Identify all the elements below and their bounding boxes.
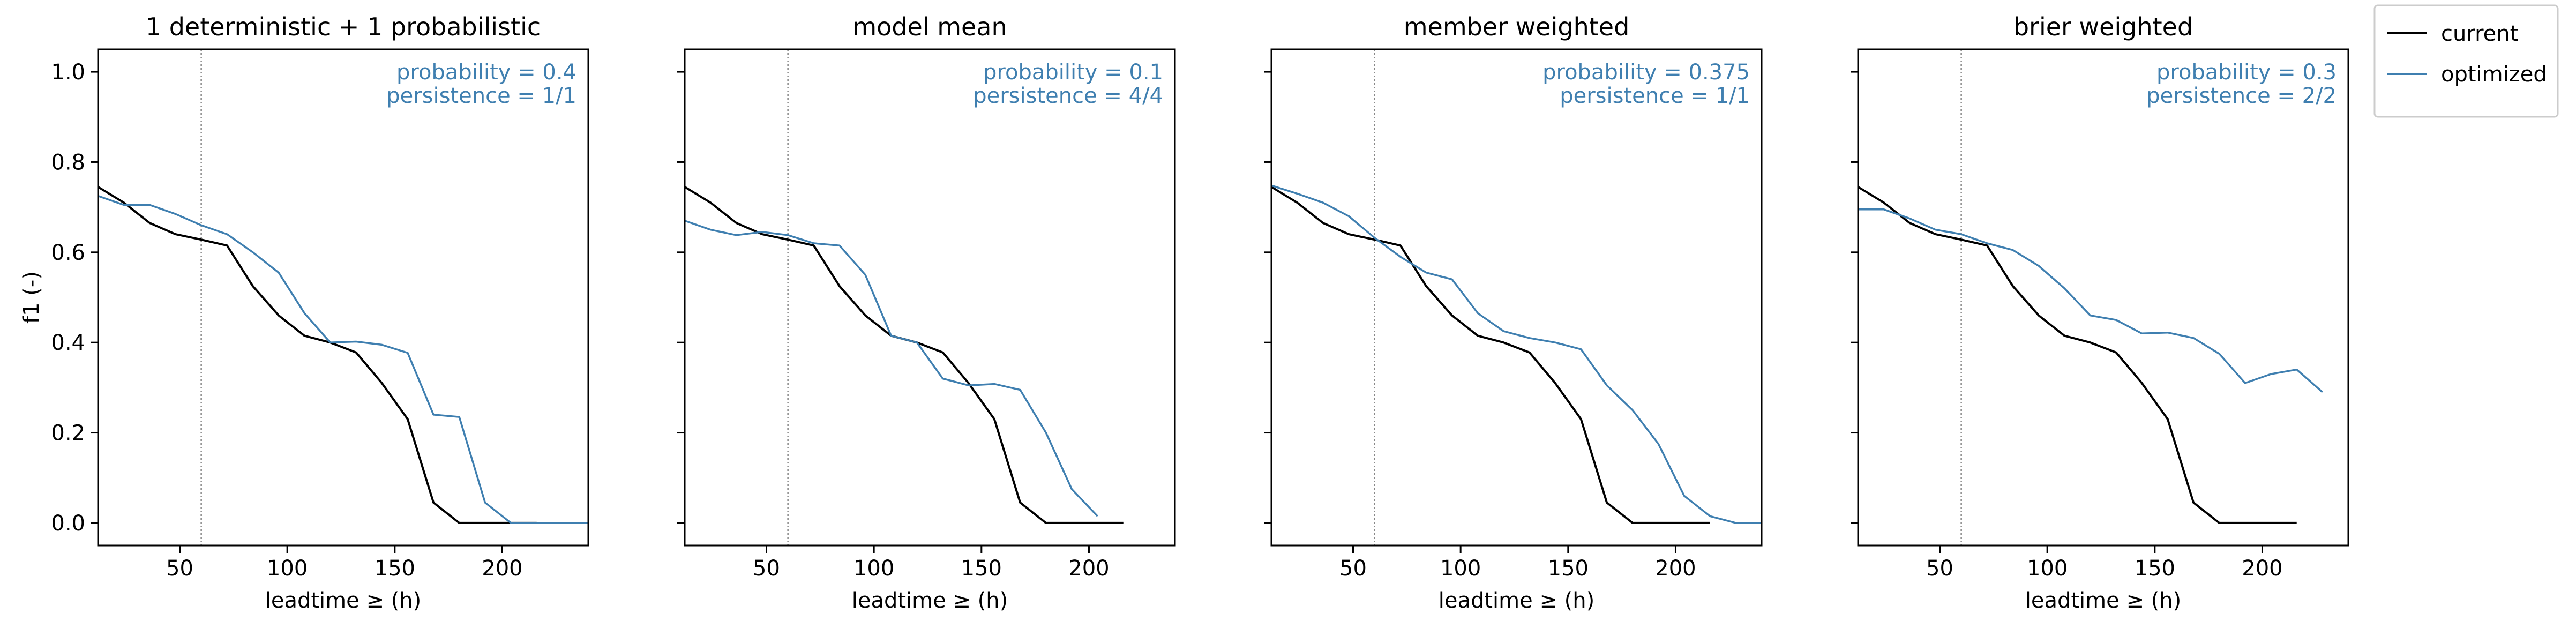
plot-frame — [97, 48, 589, 547]
series-current — [1857, 186, 2297, 524]
y-tick-label: 0.8 — [51, 150, 85, 175]
annotation-probability: probability = 0.1 — [983, 60, 1163, 85]
x-tick-label: 150 — [375, 556, 415, 581]
x-tick-label: 100 — [2027, 556, 2068, 581]
annotation-probability: probability = 0.3 — [2156, 60, 2337, 85]
x-axis-label: leadtime ≥ (h) — [1439, 588, 1595, 613]
x-tick-label: 200 — [482, 556, 522, 581]
y-tick-label: 0.6 — [51, 241, 85, 265]
x-axis-label: leadtime ≥ (h) — [265, 588, 422, 613]
plot-frame — [1270, 48, 1763, 547]
y-tick-label: 0.4 — [51, 331, 85, 355]
subplot-2: 50 100 150 200 model mean leadtime ≥ (h) proba… — [677, 12, 1176, 613]
subplot-1: 50 100 150 200 0.0 0.2 0.4 0.6 0.8 1.0 1 determini… — [19, 12, 589, 613]
x-tick-label: 100 — [267, 556, 308, 581]
panel-title: member weighted — [1404, 12, 1630, 41]
series-optimized — [1858, 208, 2323, 393]
x-tick-label: 50 — [1926, 556, 1953, 581]
x-tick-label: 200 — [1068, 556, 1109, 581]
panel-title: 1 deterministic + 1 probabilistic — [146, 12, 541, 41]
x-tick-label: 50 — [753, 556, 780, 581]
series-optimized — [1271, 184, 1762, 524]
annotation-persistence: persistence = 1/1 — [1560, 84, 1750, 108]
plot-frame — [684, 48, 1176, 547]
subplot-4: 50 100 150 200 brier weighted leadtime ≥ (h) p… — [1851, 12, 2349, 613]
x-tick-label: 150 — [2135, 556, 2175, 581]
x-tick-label: 200 — [1655, 556, 1696, 581]
x-axis-label: leadtime ≥ (h) — [852, 588, 1008, 613]
series-optimized — [684, 220, 1098, 517]
y-axis-label: f1 (-) — [19, 271, 44, 324]
panel-title: brier weighted — [2013, 12, 2193, 41]
y-tick-label: 0.0 — [51, 511, 85, 536]
series-optimized — [98, 195, 588, 524]
annotation-probability: probability = 0.375 — [1542, 60, 1750, 85]
annotation-persistence: persistence = 1/1 — [386, 84, 576, 108]
annotation-probability: probability = 0.4 — [396, 60, 576, 85]
series-current — [97, 186, 537, 524]
x-axis-label: leadtime ≥ (h) — [2025, 588, 2182, 613]
x-tick-label: 100 — [853, 556, 894, 581]
y-tick-label: 0.2 — [51, 421, 85, 446]
legend-current-label: current — [2441, 21, 2518, 46]
panel-title: model mean — [852, 12, 1007, 41]
annotation-persistence: persistence = 2/2 — [2146, 84, 2337, 108]
plot-frame — [1857, 48, 2349, 547]
subplot-3: 50 100 150 200 member weighted leadtime ≥ (h)… — [1264, 12, 1763, 613]
y-tick-label: 1.0 — [51, 60, 85, 85]
x-tick-label: 50 — [166, 556, 193, 581]
series-current — [1270, 186, 1710, 524]
annotation-persistence: persistence = 4/4 — [973, 84, 1163, 108]
x-tick-label: 200 — [2242, 556, 2282, 581]
legend-optimized-label: optimized — [2441, 62, 2547, 87]
x-tick-label: 100 — [1440, 556, 1481, 581]
legend: current optimized — [2373, 4, 2559, 118]
x-tick-label: 150 — [1548, 556, 1589, 581]
x-tick-label: 150 — [961, 556, 1002, 581]
x-tick-label: 50 — [1339, 556, 1367, 581]
